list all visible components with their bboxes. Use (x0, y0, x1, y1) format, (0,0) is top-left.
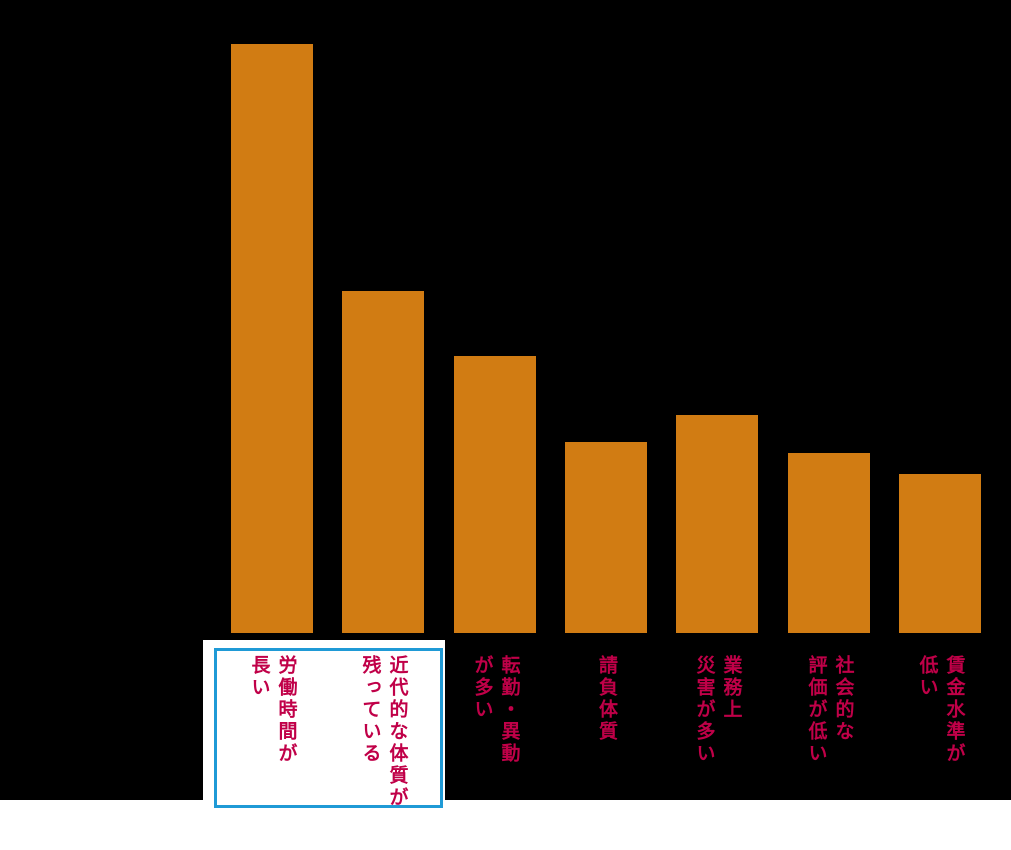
category-label-3-line-1: 転勤・異動 (498, 655, 521, 765)
category-label-6-line-1: 社会的な (832, 655, 855, 743)
bar-1 (231, 44, 313, 633)
category-label-5-line-1: 業務上 (720, 655, 743, 721)
category-label-4: 請負体質 (595, 655, 618, 743)
category-label-2-line-1: 近代的な体質が (386, 655, 409, 809)
bar-5 (676, 415, 758, 633)
bar-3 (454, 356, 536, 633)
bar-4 (565, 442, 647, 633)
category-label-7-line-1: 賃金水準が (943, 655, 966, 765)
highlight-box (214, 648, 443, 808)
category-label-3-line-2: が多い (471, 655, 494, 721)
category-label-4-line-1: 請負体質 (595, 655, 618, 743)
category-label-1-line-2: 長い (248, 655, 271, 699)
category-label-7-line-2: 低い (916, 655, 939, 699)
category-label-7: 賃金水準が 低い (916, 655, 966, 765)
category-label-5-line-2: 災害が多い (693, 655, 716, 765)
category-label-1: 労働時間が 長い (248, 655, 298, 765)
category-label-2-line-2: 残っている (359, 655, 382, 765)
category-label-6-line-2: 評価が低い (805, 655, 828, 765)
bar-2 (342, 291, 424, 633)
bar-6 (788, 453, 870, 633)
bar-7 (899, 474, 981, 633)
category-label-6: 社会的な 評価が低い (805, 655, 855, 765)
category-label-5: 業務上 災害が多い (693, 655, 743, 765)
category-label-3: 転勤・異動 が多い (471, 655, 521, 765)
category-label-1-line-1: 労働時間が (275, 655, 298, 765)
category-label-2: 近代的な体質が 残っている (359, 655, 409, 809)
